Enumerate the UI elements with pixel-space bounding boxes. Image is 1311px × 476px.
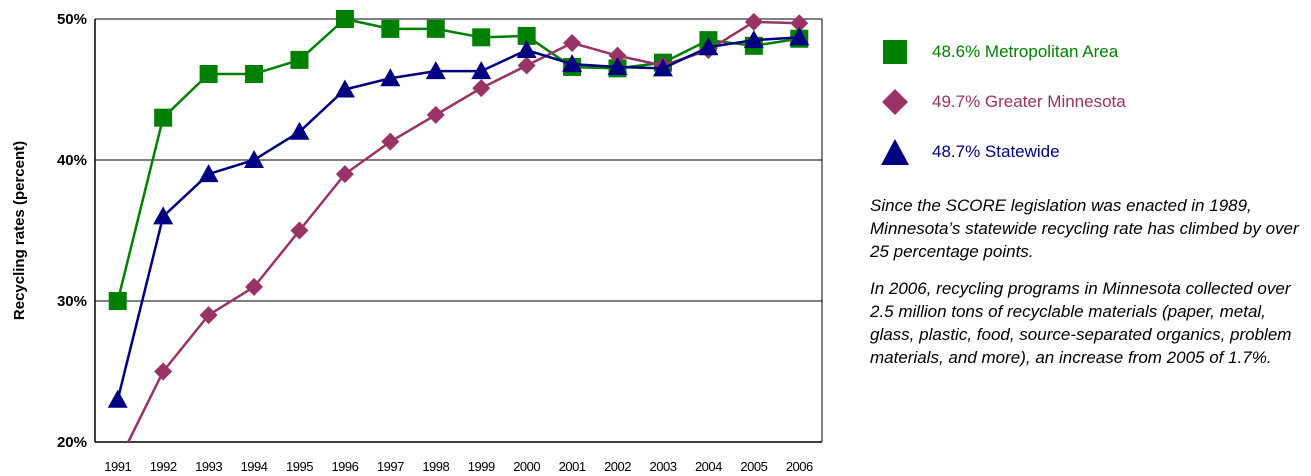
data-point [335, 165, 354, 184]
notes: Since the SCORE legislation was enacted … [870, 194, 1306, 383]
x-tick-label: 2005 [740, 459, 767, 474]
data-point [698, 37, 719, 56]
legend: 48.6% Metropolitan Area 49.7% Greater Mi… [880, 38, 1300, 188]
x-tick-label: 2004 [695, 459, 722, 474]
data-point [472, 79, 491, 98]
data-point [652, 58, 673, 77]
x-tick-label: 1996 [331, 459, 358, 474]
data-point [334, 79, 355, 98]
data-point [563, 33, 582, 52]
legend-label-greater-minnesota: 49.7% Greater Minnesota [932, 92, 1126, 111]
data-point [245, 277, 264, 296]
data-point [517, 26, 536, 45]
data-point [380, 68, 401, 87]
x-tick-label: 2000 [513, 459, 540, 474]
data-point [381, 132, 400, 151]
data-point [472, 28, 491, 47]
legend-label-statewide: 48.7% Statewide [932, 142, 1060, 161]
series-0 [108, 10, 809, 310]
data-point [153, 206, 174, 225]
data-point [516, 40, 537, 59]
data-point [743, 30, 764, 49]
series-line [116, 36, 800, 401]
x-tick-label: 1998 [422, 459, 449, 474]
data-point [425, 61, 446, 80]
data-point [107, 389, 128, 408]
y-tick-labels: 20% 30% 40% 50% [57, 11, 87, 451]
legend-item-statewide: 48.7% Statewide [880, 138, 1300, 166]
x-tick-label: 2006 [786, 459, 813, 474]
data-point [199, 306, 218, 325]
data-point [290, 221, 309, 240]
data-point [562, 54, 583, 73]
y-tick-label: 20% [57, 434, 87, 451]
data-point [198, 164, 219, 183]
series-group [107, 10, 810, 442]
data-point [789, 27, 810, 46]
legend-label-metropolitan: 48.6% Metropolitan Area [932, 42, 1119, 61]
x-tick-label: 1992 [150, 459, 177, 474]
x-tick-label: 2003 [650, 459, 677, 474]
series-line [126, 20, 800, 442]
x-tick-label: 2001 [559, 459, 586, 474]
y-tick-label: 30% [57, 293, 87, 310]
series-2 [107, 27, 810, 408]
data-point [426, 19, 445, 38]
x-tick-label: 1995 [286, 459, 313, 474]
data-point [245, 64, 264, 83]
data-point [381, 19, 400, 38]
legend-item-metropolitan: 48.6% Metropolitan Area [880, 38, 1300, 66]
x-tick-labels: 1991 1992 1993 1994 1995 1996 1997 1998 1999 2000… [104, 459, 813, 474]
note-2006-collection: In 2006, recycling programs in Minnesota… [870, 279, 1292, 367]
x-tick-label: 1993 [195, 459, 222, 474]
data-point [744, 12, 763, 31]
x-tick-label: 1999 [468, 459, 495, 474]
x-tick-label: 2002 [604, 459, 631, 474]
data-point [426, 105, 445, 124]
y-tick-label: 40% [57, 152, 87, 169]
y-axis-label: Recycling rates (percent) [11, 141, 28, 320]
data-point [199, 64, 218, 83]
data-point [290, 50, 309, 69]
navy-triangle-icon [881, 139, 909, 165]
purple-diamond-icon [882, 89, 908, 115]
data-point [289, 121, 310, 140]
data-point [607, 56, 628, 75]
green-square-icon [883, 40, 907, 64]
x-tick-label: 1991 [104, 459, 131, 474]
series-line [116, 17, 800, 302]
data-point [108, 292, 127, 310]
axes [94, 19, 823, 443]
data-point [517, 56, 536, 75]
recycling-rates-chart: 20%30%40%50% 1991 1992 1993 1994 1995 1996 199… [11, 10, 823, 474]
data-point [154, 362, 173, 381]
data-point [790, 14, 809, 33]
data-point [471, 61, 492, 80]
data-point [608, 46, 627, 65]
note-score-legislation: Since the SCORE legislation was enacted … [870, 196, 1299, 261]
data-point [244, 150, 265, 168]
y-tick-label: 50% [57, 11, 87, 28]
x-tick-label: 1994 [241, 459, 268, 474]
legend-item-greater-minnesota: 49.7% Greater Minnesota [880, 88, 1300, 116]
x-tick-label: 1997 [377, 459, 404, 474]
data-point [335, 10, 354, 28]
data-point [154, 108, 173, 127]
